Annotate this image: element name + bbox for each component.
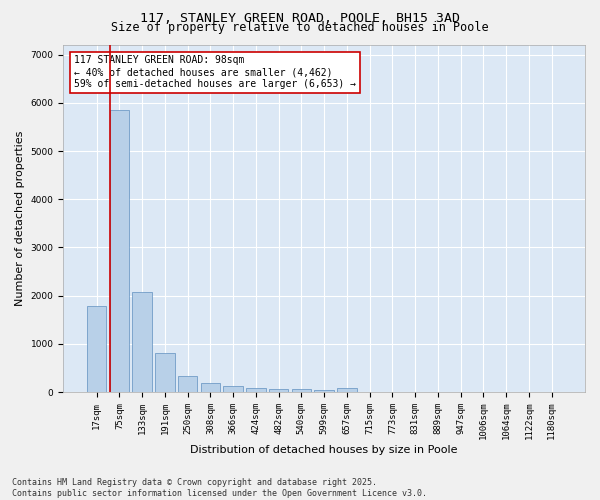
Bar	[178, 376, 197, 392]
Bar	[110, 110, 129, 392]
Bar	[155, 352, 175, 392]
Bar	[269, 388, 289, 392]
Bar	[133, 292, 152, 392]
Bar	[337, 388, 356, 392]
Bar	[201, 382, 220, 392]
Text: 117, STANLEY GREEN ROAD, POOLE, BH15 3AD: 117, STANLEY GREEN ROAD, POOLE, BH15 3AD	[140, 12, 460, 24]
Bar	[292, 390, 311, 392]
Text: Contains HM Land Registry data © Crown copyright and database right 2025.
Contai: Contains HM Land Registry data © Crown c…	[12, 478, 427, 498]
Bar	[246, 388, 266, 392]
Y-axis label: Number of detached properties: Number of detached properties	[15, 131, 25, 306]
Text: 117 STANLEY GREEN ROAD: 98sqm
← 40% of detached houses are smaller (4,462)
59% o: 117 STANLEY GREEN ROAD: 98sqm ← 40% of d…	[74, 56, 356, 88]
Bar	[87, 306, 106, 392]
X-axis label: Distribution of detached houses by size in Poole: Distribution of detached houses by size …	[190, 445, 458, 455]
Bar	[223, 386, 243, 392]
Text: Size of property relative to detached houses in Poole: Size of property relative to detached ho…	[111, 22, 489, 35]
Bar	[314, 390, 334, 392]
